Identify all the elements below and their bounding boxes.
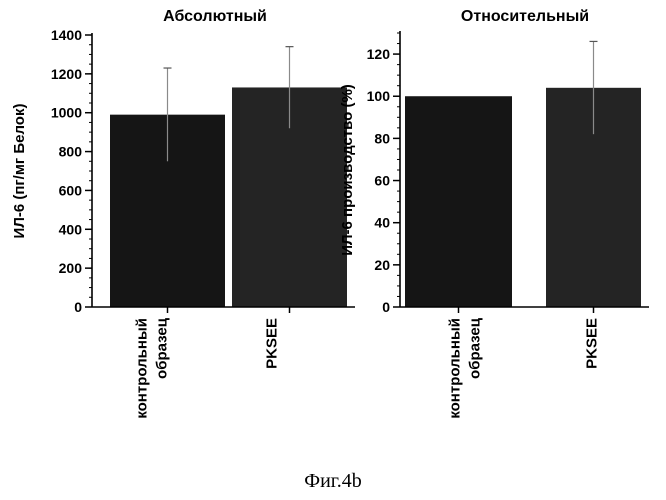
x-category-label: контрольный (447, 318, 464, 419)
chart-relative: Относительный ИЛ-6 производство (%) 0 20 40 6… (339, 8, 649, 419)
y-axis-label: ИЛ-6 производство (%) (339, 84, 356, 256)
y-axis-label: ИЛ-6 (пг/мг Белок) (11, 104, 28, 239)
y-tick-label: 1000 (51, 105, 82, 121)
chart-title: Абсолютный (163, 8, 267, 25)
y-tick-label: 1200 (51, 66, 82, 82)
figure-caption: Фиг.4b (0, 470, 666, 493)
y-tick-label: 600 (59, 182, 83, 198)
y-tick-label: 0 (382, 299, 390, 315)
chart-title: Относительный (461, 8, 589, 25)
x-category-label: PKSEE (584, 318, 601, 369)
y-tick-label: 200 (59, 260, 83, 276)
y-tick-label: 120 (367, 46, 391, 62)
chart-absolute: Абсолютный ИЛ-6 (пг/мг Белок) 0 200 400 600 80… (11, 8, 355, 419)
y-tick-label: 400 (59, 221, 83, 237)
y-tick-label: 20 (374, 257, 390, 273)
y-tick-label: 1400 (51, 27, 82, 43)
y-tick-label: 60 (374, 173, 390, 189)
bar (405, 96, 512, 307)
y-tick-label: 800 (59, 144, 83, 160)
x-category-label: образец (467, 317, 484, 379)
x-category-label: контрольный (134, 318, 151, 419)
x-category-label: PKSEE (264, 318, 281, 369)
x-category-label: образец (154, 317, 171, 379)
y-tick-label: 40 (374, 215, 390, 231)
y-tick-label: 80 (374, 130, 390, 146)
y-tick-label: 100 (367, 88, 391, 104)
y-tick-label: 0 (74, 299, 82, 315)
